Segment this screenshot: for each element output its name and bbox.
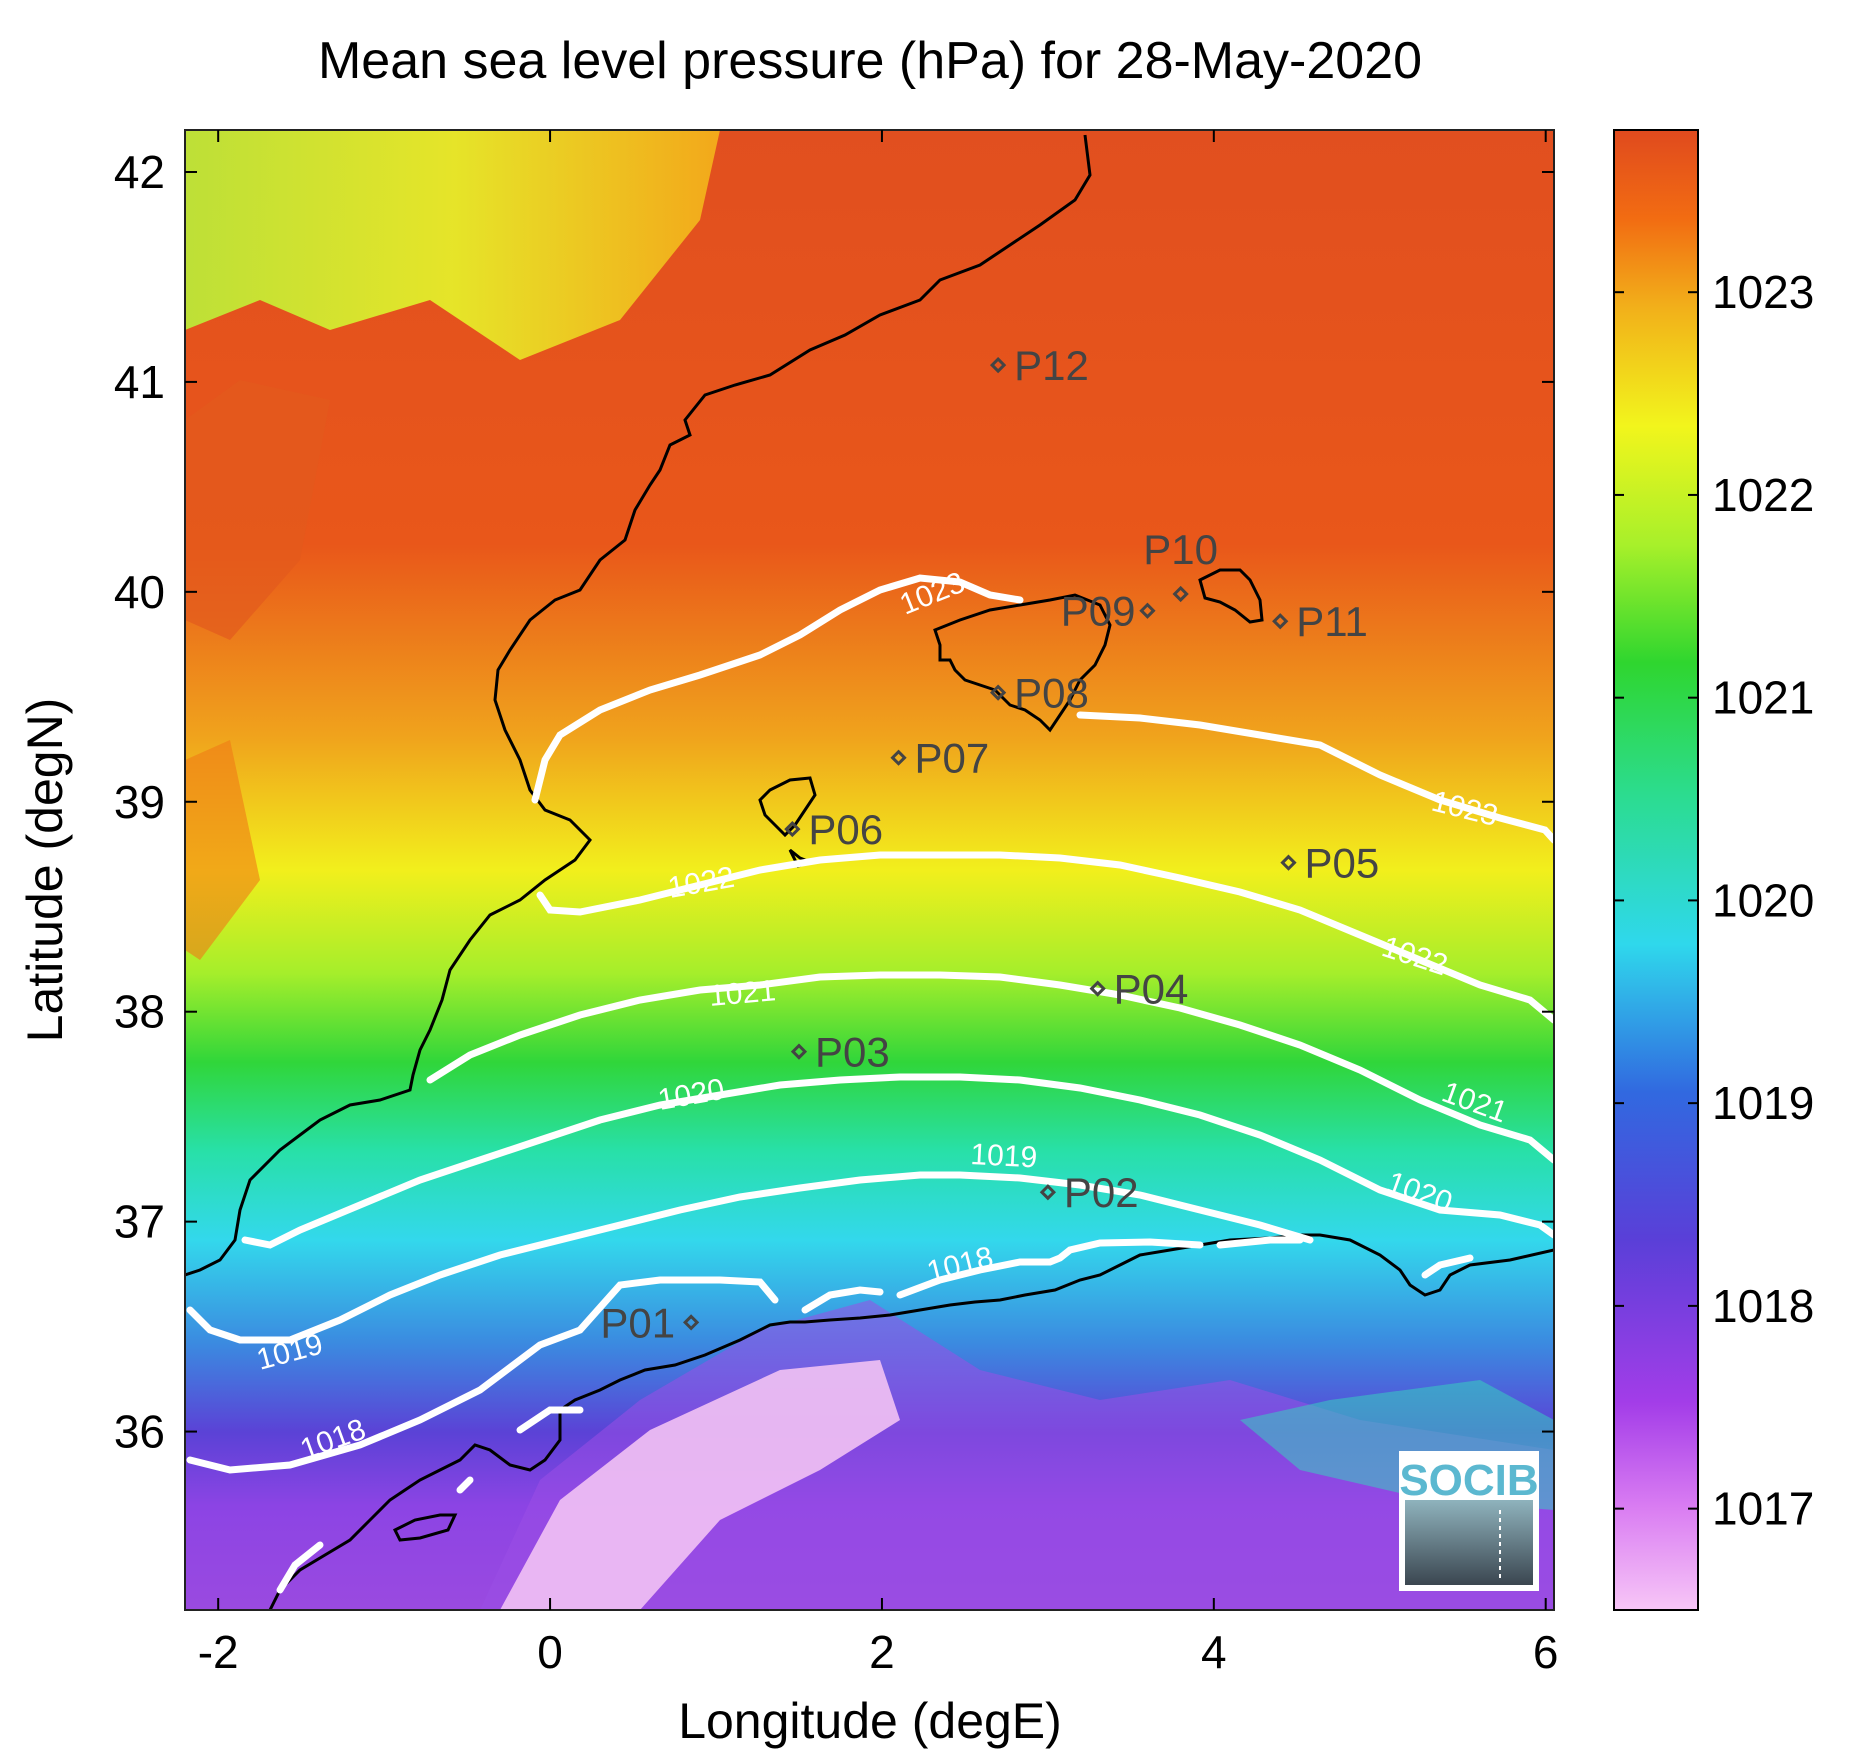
africa-pressure-patch [480,1300,1554,1610]
x-axis-label: Longitude (degE) [678,1693,1062,1749]
colorbar-tick-label: 1019 [1712,1077,1814,1129]
station-label: P05 [1304,840,1379,887]
coastline-alboran-island [392,1513,458,1542]
contour-label-1019-b: 1019 [970,1138,1038,1174]
x-tick-label: 2 [869,1626,895,1678]
station-p07: P07 [890,735,990,782]
coastline-north-africa [268,1233,1554,1610]
station-marker-icon [784,820,801,838]
isobar-1018-west [186,1276,779,1474]
y-tick-label: 39 [114,776,165,828]
isobar-1018-south [516,1406,584,1434]
coastlines [185,134,1554,1610]
station-p08: P08 [989,670,1089,717]
y-axis-label: Latitude (degN) [17,698,73,1043]
isobar-1018-mid-b [896,1238,1204,1299]
station-marker-icon [989,684,1007,701]
station-label: P06 [808,806,883,853]
station-marker-icon [1272,613,1289,630]
colorbar-tick-label: 1020 [1712,874,1814,926]
y-tick-label: 38 [114,986,165,1038]
colorbar-tick-label: 1021 [1712,672,1814,724]
colorbar-tick-label: 1023 [1712,266,1814,318]
isobar-1018-east [1421,1254,1474,1279]
x-tick-label: 0 [537,1626,563,1678]
colorbar [1613,129,1699,1611]
isobar-1018-southwest [276,1541,324,1594]
station-marker-icon [989,356,1007,374]
isobar-1019 [186,1171,1314,1344]
logo-image [1405,1500,1533,1585]
land-pressure-patch-north [185,130,720,360]
x-tick-label: -2 [198,1626,239,1678]
africa-low-pressure-patch [500,1360,900,1610]
y-tick-label: 36 [114,1406,165,1458]
station-p12: P12 [989,342,1089,389]
station-label: P01 [600,1299,675,1346]
y-axis-ticks: 36 37 38 39 40 41 42 [114,146,1554,1458]
station-label: P07 [915,735,990,782]
station-label: P10 [1143,526,1218,573]
coastline-mallorca [933,593,1112,733]
map-frame [184,129,1555,1611]
isobar-1018-fragment [456,1476,474,1494]
station-marker-icon [1280,854,1297,871]
station-p01: P01 [600,1299,700,1346]
y-tick-label: 41 [114,356,165,408]
logo-text: SOCIB [1399,1456,1538,1505]
station-label: P08 [1014,670,1089,717]
station-p03: P03 [790,1029,890,1076]
isobar-1018-mid-a [801,1286,884,1314]
isobar-1021 [426,971,1554,1164]
station-p06: P06 [784,806,883,853]
y-tick-label: 37 [114,1196,165,1248]
station-marker-icon [790,1043,808,1060]
station-marker-icon [682,1314,700,1331]
station-label: P09 [1061,588,1136,635]
station-label: P11 [1296,598,1368,645]
station-marker-icon [1039,1184,1057,1201]
map-area: 1023 1023 1022 1022 1021 1021 1020 1020 … [185,130,1554,1610]
x-tick-label: 4 [1201,1626,1227,1678]
isobar-1020 [241,1073,1554,1249]
isobars [186,574,1554,1594]
station-p09: P09 [1061,588,1156,635]
colorbar-ticks: 1017 1018 1019 1020 1021 1022 1023 [1614,266,1814,1535]
station-label: P12 [1014,342,1089,389]
socib-logo: SOCIB [1399,1451,1539,1591]
station-marker-icon [1139,602,1156,619]
colorbar-tick-label: 1022 [1712,469,1814,521]
station-marker-icon [890,749,907,766]
x-axis-ticks: -2 0 2 4 6 [198,130,1559,1678]
land-pressure-patch-southwest [185,740,260,960]
station-label: P04 [1114,966,1189,1013]
isobar-1023-west [531,574,1024,804]
colorbar-tick-label: 1017 [1712,1483,1814,1535]
y-tick-label: 40 [114,566,165,618]
isobar-1018-mid-c [1216,1236,1304,1249]
station-marker-icon [1089,980,1106,997]
coastline-iberia [185,134,1092,1277]
station-p10: P10 [1143,526,1218,603]
land-pressure-patch-west [185,380,330,640]
station-marker-icon [1172,585,1189,603]
coastline-menorca [1198,568,1264,624]
x-tick-label: 6 [1533,1626,1559,1678]
contour-label-1021-a: 1021 [708,974,777,1013]
station-label: P03 [815,1029,890,1076]
station-p04: P04 [1089,966,1189,1013]
colorbar-tick-label: 1018 [1712,1280,1814,1332]
station-p11: P11 [1272,598,1368,645]
map-title: Mean sea level pressure (hPa) for 28-May… [318,32,1422,90]
isobar-1022 [536,851,1554,1024]
isobar-1023-east [1076,711,1554,844]
y-tick-label: 42 [114,146,165,198]
station-p02: P02 [1039,1169,1139,1216]
station-label: P02 [1064,1169,1139,1216]
station-p05: P05 [1280,840,1379,887]
